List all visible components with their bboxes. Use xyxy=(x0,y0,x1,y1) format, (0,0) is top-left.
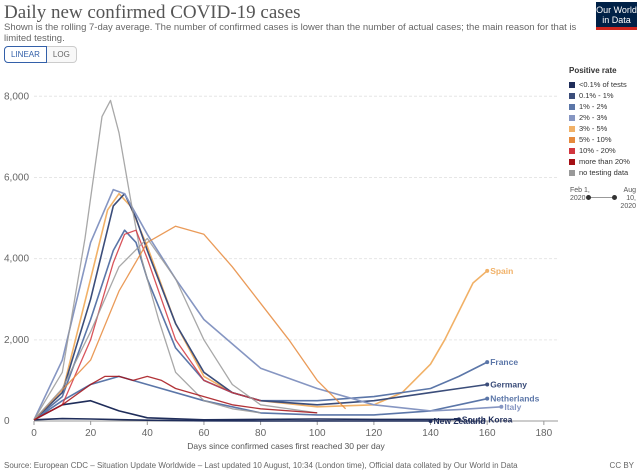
legend-item[interactable]: <0.1% of tests xyxy=(569,79,639,90)
x-tick-label: 120 xyxy=(366,428,383,439)
log-scale-button[interactable]: LOG xyxy=(46,46,77,63)
license-label[interactable]: CC BY xyxy=(609,461,634,470)
series-line xyxy=(33,188,502,421)
legend-label: more than 20% xyxy=(579,157,630,166)
series-line xyxy=(33,229,261,421)
series-end-point xyxy=(499,404,504,409)
x-tick-label: 20 xyxy=(85,428,97,439)
positive-rate-legend: Positive rate <0.1% of tests 0.1% - 1% 1% … xyxy=(569,66,639,178)
series-line xyxy=(33,99,261,421)
legend-item[interactable]: more than 20% xyxy=(569,156,639,167)
legend-swatch xyxy=(569,103,575,110)
x-tick-label: 180 xyxy=(535,428,552,439)
series-end-point xyxy=(485,396,490,401)
legend-swatch xyxy=(569,81,575,88)
source-footer: Source: European CDC – Situation Update … xyxy=(4,461,518,470)
scale-toggle: LINEAR LOG xyxy=(4,46,77,63)
series-line xyxy=(33,399,459,421)
x-tick-label: 60 xyxy=(198,428,210,439)
legend-swatch xyxy=(569,92,575,99)
linear-scale-button[interactable]: LINEAR xyxy=(4,46,47,63)
series-line xyxy=(33,229,488,421)
legend-label: no testing data xyxy=(579,168,629,177)
y-tick-label: 8,000 xyxy=(4,91,29,102)
legend-label: 2% - 3% xyxy=(579,113,608,122)
x-tick-label: 140 xyxy=(422,428,439,439)
series-label: South Korea xyxy=(462,414,513,424)
x-tick-label: 160 xyxy=(479,428,496,439)
legend-item[interactable]: 0.1% - 1% xyxy=(569,90,639,101)
legend-swatch xyxy=(569,147,575,154)
legend-label: 3% - 5% xyxy=(579,124,608,133)
timeline-start-handle[interactable] xyxy=(586,195,591,200)
legend-item[interactable]: 3% - 5% xyxy=(569,123,639,134)
y-tick-label: 6,000 xyxy=(4,172,29,183)
legend-item[interactable]: no testing data xyxy=(569,167,639,178)
legend-swatch xyxy=(569,136,575,143)
series-end-point xyxy=(485,382,490,387)
series-line xyxy=(33,225,347,421)
series-end-point xyxy=(456,417,461,422)
legend-swatch xyxy=(569,125,575,132)
x-axis-label: Days since confirmed cases first reached… xyxy=(187,441,385,451)
timeline-slider[interactable]: Feb 1, 2020 Aug 10, 2020 xyxy=(570,187,636,213)
y-tick-label: 2,000 xyxy=(4,335,29,346)
series-end-point xyxy=(485,360,490,365)
timeline-start-label: Feb 1, 2020 xyxy=(570,187,590,202)
series-line xyxy=(33,237,318,421)
legend-swatch xyxy=(569,114,575,121)
legend-item[interactable]: 2% - 3% xyxy=(569,112,639,123)
series-label: Netherlands xyxy=(490,394,539,404)
series-label: Germany xyxy=(490,379,527,389)
legend-swatch xyxy=(569,169,575,176)
series-end-point xyxy=(485,268,490,273)
legend-swatch xyxy=(569,158,575,165)
legend-label: 1% - 2% xyxy=(579,102,608,111)
y-tick-label: 4,000 xyxy=(4,254,29,265)
legend-item[interactable]: 5% - 10% xyxy=(569,134,639,145)
series-line xyxy=(33,375,318,421)
legend-title: Positive rate xyxy=(569,66,617,75)
series-label: France xyxy=(490,357,518,367)
legend-label: 5% - 10% xyxy=(579,135,612,144)
x-tick-label: 40 xyxy=(142,428,154,439)
legend-label: 0.1% - 1% xyxy=(579,91,614,100)
chart-title: Daily new confirmed COVID-19 cases xyxy=(4,2,301,23)
chart-subtitle: Shown is the rolling 7-day average. The … xyxy=(4,22,577,44)
timeline-end-label: Aug 10, 2020 xyxy=(620,187,636,210)
timeline-track[interactable] xyxy=(588,197,614,198)
legend-label: 10% - 20% xyxy=(579,146,616,155)
legend-label: <0.1% of tests xyxy=(579,80,627,89)
series-line xyxy=(33,375,488,421)
series-line xyxy=(33,192,488,421)
y-tick-label: 0 xyxy=(4,416,10,427)
series-label: Italy xyxy=(504,402,521,412)
series-line xyxy=(33,417,431,422)
x-tick-label: 0 xyxy=(31,428,37,439)
legend-item[interactable]: 10% - 20% xyxy=(569,145,639,156)
x-tick-label: 100 xyxy=(309,428,326,439)
timeline-end-handle[interactable] xyxy=(612,195,617,200)
x-tick-label: 80 xyxy=(255,428,267,439)
our-world-in-data-logo[interactable]: Our World in Data xyxy=(596,2,637,30)
series-label: Spain xyxy=(490,266,513,276)
legend-item[interactable]: 1% - 2% xyxy=(569,101,639,112)
